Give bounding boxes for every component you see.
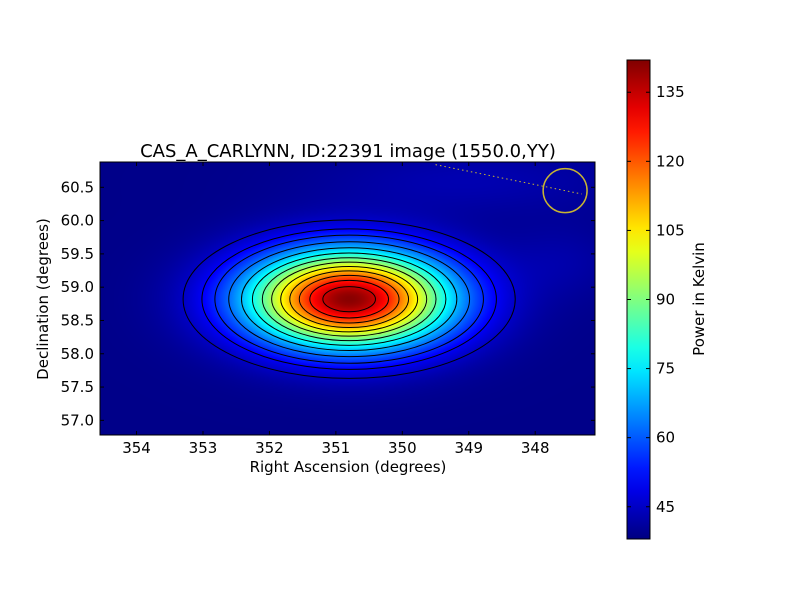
x-tick-label: 354: [122, 439, 151, 457]
y-axis-label: Declination (degrees): [34, 218, 52, 380]
y-tick-label: 59.5: [61, 245, 94, 263]
colorbar-tick-label: 60: [656, 429, 675, 447]
colorbar-tick-label: 105: [656, 221, 685, 239]
contour-line-2: [214, 234, 484, 364]
x-axis-label: Right Ascension (degrees): [250, 458, 447, 476]
colorbar: 45 60 75 90 105 120 135 Power in Kelvin: [626, 59, 708, 540]
heatmap-image: [100, 162, 595, 435]
contour-line-8: [280, 265, 419, 333]
x-tick-label: 351: [322, 439, 351, 457]
y-tick-label: 60.0: [61, 212, 94, 230]
contour-line-4: [240, 247, 458, 352]
contour-line-9: [289, 270, 410, 329]
colorbar-ticks: 45 60 75 90 105 120 135: [627, 83, 685, 516]
y-tick-label: 57.5: [61, 378, 94, 396]
x-tick-label: 349: [454, 439, 483, 457]
colorbar-tick-label: 135: [656, 83, 685, 101]
colorbar-tick-label: 75: [656, 360, 675, 378]
chart-title: CAS_A_CARLYNN, ID:22391 image (1550.0,YY…: [140, 141, 556, 162]
contour-line-3: [228, 241, 471, 358]
y-tick-label: 58.5: [61, 311, 94, 329]
contour-lines: [182, 219, 516, 379]
contour-line-5: [251, 252, 447, 346]
contour-line-0: [182, 219, 516, 379]
heatmap-plot-area: [99, 161, 596, 436]
contour-line-6: [261, 257, 437, 342]
colorbar-tick-label: 90: [656, 291, 675, 309]
marker-circle: [542, 167, 588, 214]
x-tick-label: 348: [521, 439, 550, 457]
y-tick-label: 58.0: [61, 345, 94, 363]
contour-line-11: [309, 279, 390, 319]
y-tick-label: 57.0: [61, 411, 94, 429]
y-axis: 57.0 57.5 58.0 58.5 59.0 59.5 60.0 60.5: [61, 178, 595, 429]
colorbar-label: Power in Kelvin: [690, 242, 708, 356]
x-tick-label: 353: [189, 439, 218, 457]
y-tick-label: 60.5: [61, 178, 94, 196]
x-tick-label: 350: [388, 439, 417, 457]
contour-line-1: [201, 228, 497, 370]
plot-frame: [99, 161, 596, 436]
colorbar-tick-label: 120: [656, 152, 685, 170]
overlay-markers: [435, 164, 588, 214]
contour-line-7: [271, 261, 428, 337]
x-tick-label: 352: [255, 439, 284, 457]
y-tick-label: 59.0: [61, 278, 94, 296]
colorbar-tick-label: 45: [656, 498, 675, 516]
x-axis: 354 353 352 351 350 349 348: [122, 162, 550, 457]
contour-line-12: [322, 286, 376, 313]
colorbar-gradient: [627, 60, 650, 539]
contour-line-10: [298, 274, 400, 324]
